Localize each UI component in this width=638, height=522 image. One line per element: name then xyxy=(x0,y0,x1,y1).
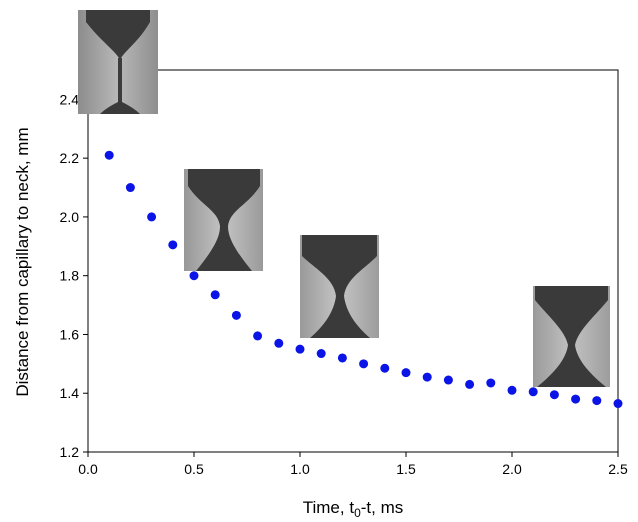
data-point xyxy=(337,353,347,363)
data-point xyxy=(274,338,284,348)
x-axis-title: Time, t0-t, ms xyxy=(303,498,404,520)
x-tick-label: 1.5 xyxy=(396,461,416,477)
data-point xyxy=(253,331,263,341)
data-point xyxy=(189,271,199,281)
inset-photo-3 xyxy=(300,235,379,338)
y-axis-ticks xyxy=(83,98,88,453)
data-point xyxy=(613,399,623,409)
x-axis-ticks xyxy=(87,452,619,457)
data-points xyxy=(104,150,623,409)
data-point xyxy=(231,310,241,320)
y-axis-title: Distance from capillary to neck, mm xyxy=(13,127,32,396)
x-tick-label: 2.0 xyxy=(502,461,522,477)
data-point xyxy=(168,240,178,250)
data-point xyxy=(486,378,496,388)
data-point xyxy=(443,375,453,385)
data-point xyxy=(316,349,326,359)
data-point xyxy=(549,390,559,400)
data-point xyxy=(528,387,538,397)
data-point xyxy=(592,396,602,406)
data-point xyxy=(125,183,135,193)
x-axis-tick-labels: 0.0 0.5 1.0 1.5 2.0 2.5 xyxy=(78,461,628,477)
y-tick-label: 1.8 xyxy=(60,268,80,284)
x-tick-label: 0.0 xyxy=(78,461,98,477)
data-point xyxy=(359,359,369,369)
x-tick-label: 1.0 xyxy=(290,461,310,477)
data-point xyxy=(104,150,114,160)
inset-photo-2 xyxy=(184,169,263,271)
data-point xyxy=(465,379,475,389)
y-tick-label: 2.2 xyxy=(60,150,80,166)
inset-photo-4 xyxy=(533,286,610,387)
data-point xyxy=(147,212,157,222)
inset-photo-1 xyxy=(78,10,158,114)
y-tick-label: 1.4 xyxy=(60,385,80,401)
data-point xyxy=(295,344,305,354)
y-tick-label: 1.2 xyxy=(60,444,80,460)
y-axis-tick-labels: 1.2 1.4 1.6 1.8 2.0 2.2 2.4 xyxy=(60,91,80,460)
data-point xyxy=(422,372,432,382)
data-point xyxy=(380,363,390,373)
data-point xyxy=(210,290,220,300)
data-point xyxy=(401,368,411,378)
data-point xyxy=(571,394,581,404)
x-tick-label: 0.5 xyxy=(184,461,204,477)
data-point xyxy=(507,385,517,395)
x-tick-label: 2.5 xyxy=(608,461,628,477)
y-tick-label: 1.6 xyxy=(60,326,80,342)
y-tick-label: 2.0 xyxy=(60,209,80,225)
y-tick-label: 2.4 xyxy=(60,91,80,107)
